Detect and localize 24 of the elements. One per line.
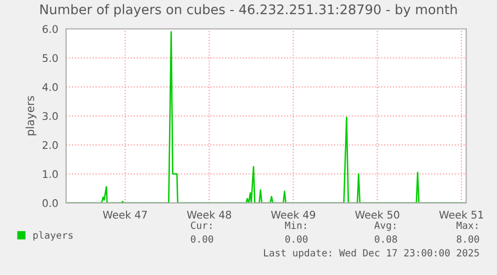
y-tick-label: 0.0 bbox=[42, 199, 58, 208]
legend-label: players bbox=[33, 231, 73, 241]
y-tick-label: 6.0 bbox=[42, 25, 58, 33]
y-tick-label: 3.0 bbox=[42, 112, 58, 120]
text: Min: bbox=[285, 221, 306, 229]
text: Max: bbox=[456, 222, 478, 229]
y-tick-label: 4.0 bbox=[42, 83, 58, 92]
text: Avg: bbox=[374, 222, 396, 231]
y-axis-title: players bbox=[26, 96, 36, 136]
text: Cur: bbox=[190, 222, 212, 229]
text: 0.00 bbox=[285, 235, 308, 243]
text: 8.00 bbox=[456, 235, 479, 243]
x-tick-label: Week 51 bbox=[439, 210, 484, 219]
y-tick-label: 1.0 bbox=[43, 170, 58, 178]
chart-title: Number of players on cubes - 46.232.251.31:28790 - by month bbox=[40, 4, 457, 17]
text: Last update: Wed Dec 17 23:00:00 2025 bbox=[264, 248, 479, 258]
x-tick-label: Week 47 bbox=[102, 210, 147, 219]
y-tick-label: 5.0 bbox=[42, 54, 58, 62]
x-tick-label: Week 49 bbox=[271, 210, 316, 219]
x-tick-label: Week 50 bbox=[355, 210, 400, 219]
x-tick-label: Week 48 bbox=[187, 210, 232, 219]
text: 0.00 bbox=[190, 235, 214, 243]
text: 0.08 bbox=[374, 235, 397, 243]
y-tick-label: 2.0 bbox=[42, 141, 58, 150]
